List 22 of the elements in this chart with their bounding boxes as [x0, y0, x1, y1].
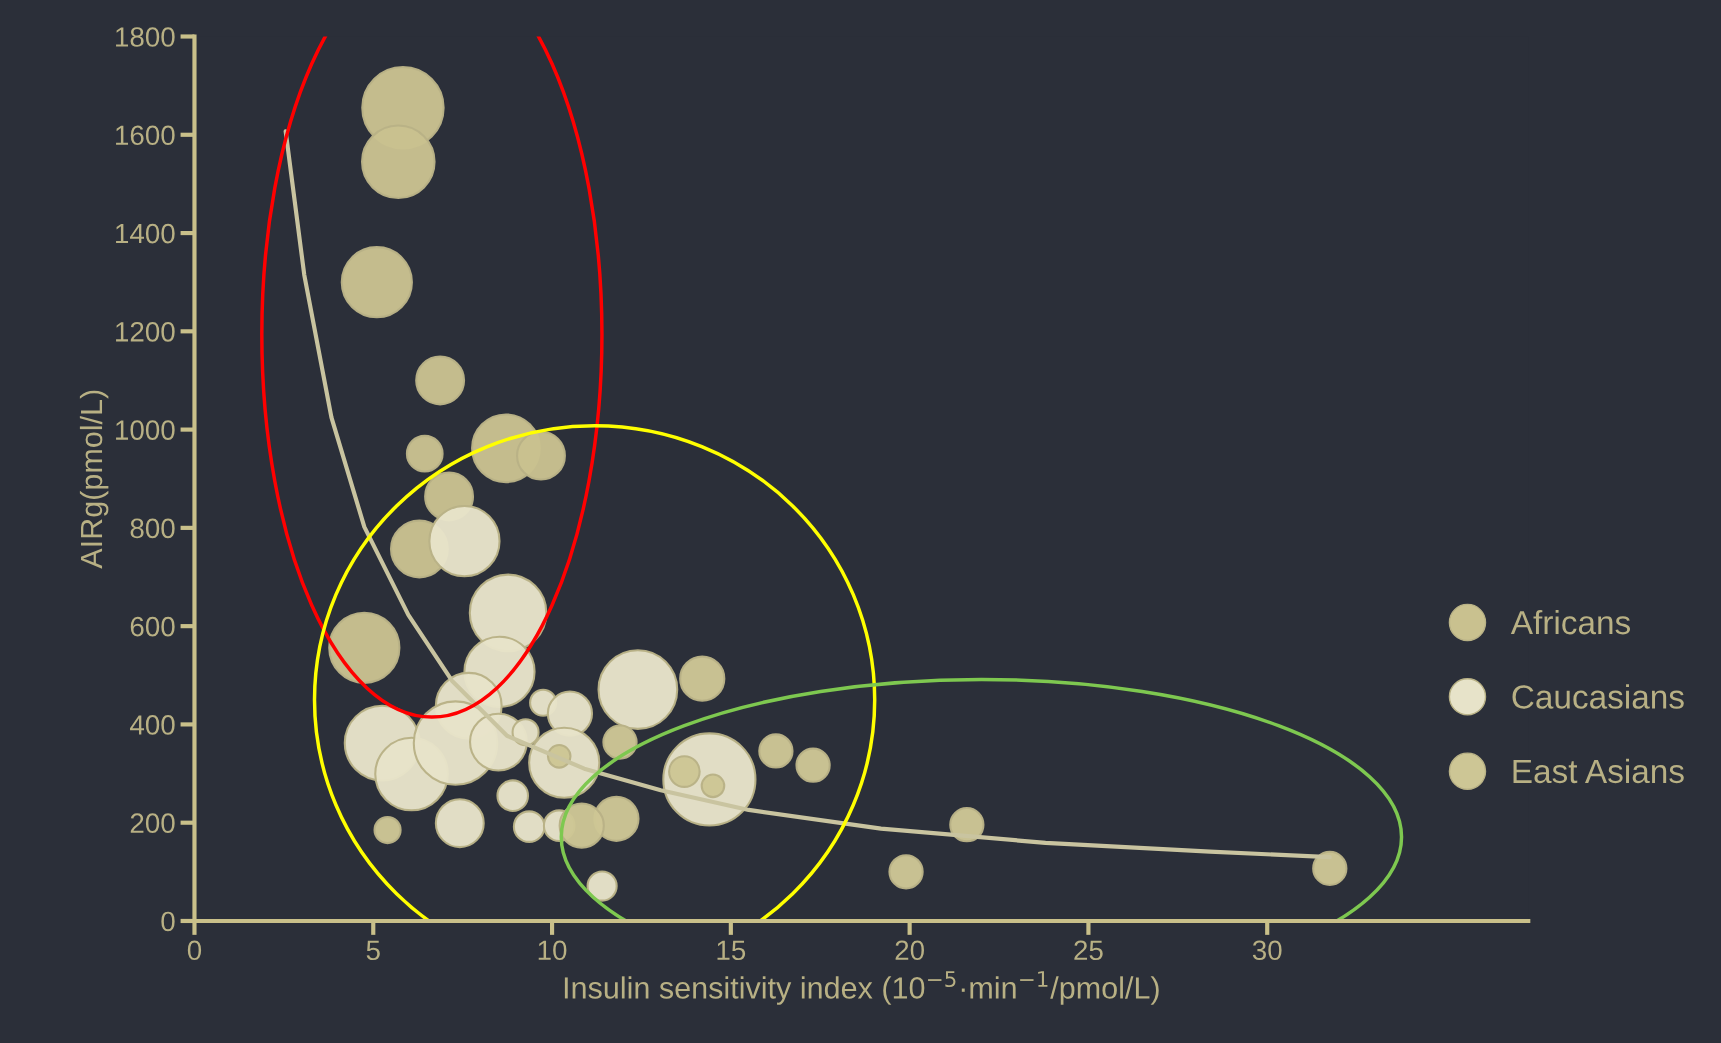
- y-tick-label: 600: [130, 616, 175, 637]
- y-tick-label: 800: [130, 518, 175, 539]
- legend-label: East Asians: [1513, 758, 1684, 784]
- y-tick-label: 1400: [116, 223, 175, 244]
- x-tick-label: 20: [895, 940, 924, 961]
- y-tick-label: 0: [161, 911, 175, 932]
- y-tick-label: 400: [130, 715, 175, 735]
- x-tick-label: 10: [538, 940, 567, 961]
- x-tick-label: 30: [1252, 940, 1282, 961]
- x-axis-title: Insulin sensitivity index (10$^{−5}$·min$^{−1}$/pmol/L): [564, 971, 1159, 1005]
- y-tick-label: 1000: [116, 420, 175, 440]
- legend-label: Africans: [1510, 609, 1631, 635]
- x-tick-label: 0: [187, 940, 202, 961]
- legend-label: Caucasians: [1512, 684, 1684, 709]
- x-tick-label: 25: [1074, 940, 1103, 961]
- y-tick-label: 1600: [116, 125, 175, 146]
- y-axis-title: AIRg(pmol/L): [79, 390, 109, 569]
- x-tick-label: 15: [717, 940, 746, 961]
- y-tick-label: 1200: [116, 321, 175, 342]
- y-tick-label: 1800: [116, 27, 175, 47]
- x-tick-label: 5: [366, 940, 380, 961]
- y-tick-label: 200: [130, 813, 175, 834]
